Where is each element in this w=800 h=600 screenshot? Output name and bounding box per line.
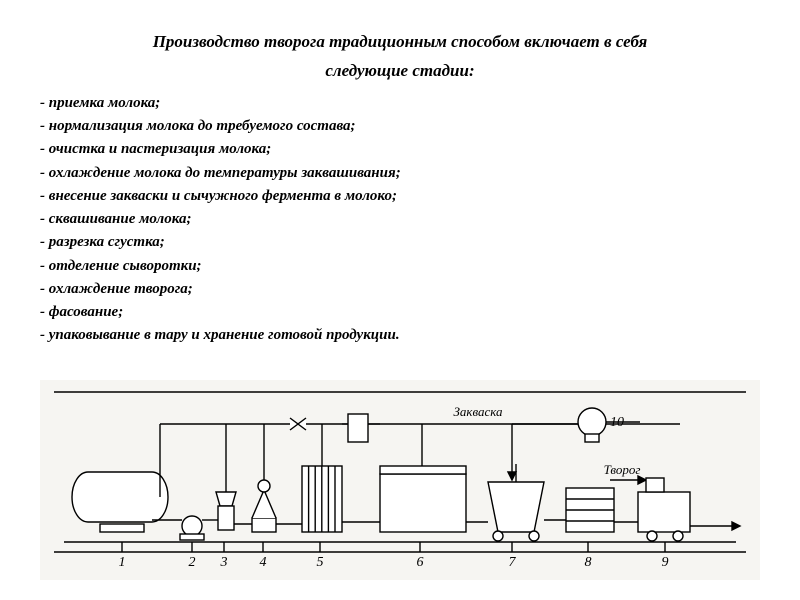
list-item: - отделение сыворотки; xyxy=(40,255,760,278)
svg-text:8: 8 xyxy=(585,555,592,570)
svg-text:1: 1 xyxy=(119,555,126,570)
list-item: - очистка и пастеризация молока; xyxy=(40,138,760,161)
slide-title: Производство творога традиционным способ… xyxy=(40,28,760,86)
list-item: - нормализация молока до требуемого сост… xyxy=(40,115,760,138)
slide: Производство творога традиционным способ… xyxy=(0,0,800,600)
title-line-2: следующие стадии: xyxy=(325,61,474,80)
list-item: - сквашивание молока; xyxy=(40,208,760,231)
list-item: - упаковывание в тару и хранение готовой… xyxy=(40,324,760,347)
svg-text:7: 7 xyxy=(509,555,517,570)
svg-text:9: 9 xyxy=(662,555,669,570)
list-item: - охлаждение творога; xyxy=(40,278,760,301)
svg-text:2: 2 xyxy=(189,555,196,570)
stages-list: - приемка молока; - нормализация молока … xyxy=(40,92,760,348)
title-line-1: Производство творога традиционным способ… xyxy=(153,32,648,51)
list-item: - приемка молока; xyxy=(40,92,760,115)
svg-text:Творог: Творог xyxy=(604,462,641,477)
svg-text:10: 10 xyxy=(610,415,624,430)
list-item: - охлаждение молока до температуры заква… xyxy=(40,162,760,185)
svg-text:Закваска: Закваска xyxy=(453,404,503,419)
svg-text:5: 5 xyxy=(317,555,324,570)
process-diagram: Закваска 10 Творог 1 2 3 4 5 6 7 8 9 xyxy=(40,380,760,580)
svg-text:3: 3 xyxy=(220,555,228,570)
svg-text:4: 4 xyxy=(260,555,267,570)
list-item: - фасование; xyxy=(40,301,760,324)
svg-text:6: 6 xyxy=(417,555,424,570)
list-item: - внесение закваски и сычужного фермента… xyxy=(40,185,760,208)
list-item: - разрезка сгустка; xyxy=(40,231,760,254)
